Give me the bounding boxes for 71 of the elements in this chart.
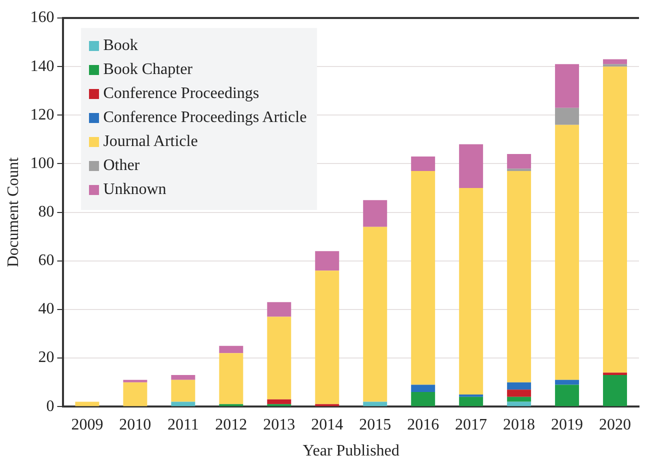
y-tick-label: 80: [38, 204, 54, 221]
legend-label: Unknown: [103, 180, 166, 200]
bar: [507, 390, 532, 397]
bar: [603, 59, 628, 64]
bar: [315, 270, 340, 404]
x-tick-label: 2014: [311, 416, 344, 434]
legend-label: Conference Proceedings: [103, 84, 260, 104]
bar: [603, 66, 628, 373]
bar: [171, 402, 196, 406]
legend-label: Journal Article: [103, 132, 198, 152]
x-axis-title: Year Published: [302, 442, 400, 460]
bar: [507, 171, 532, 382]
y-tick-label: 60: [38, 252, 54, 270]
x-tick-label: 2012: [215, 416, 248, 434]
bar: [507, 382, 532, 390]
bar: [459, 188, 484, 394]
y-tick-label: 40: [38, 300, 54, 318]
y-tick-label: 0: [46, 398, 54, 415]
x-tick-label: 2018: [503, 416, 536, 434]
y-tick-label: 100: [30, 154, 54, 172]
bar: [411, 156, 436, 172]
bar: [123, 380, 148, 382]
x-tick-label: 2013: [263, 416, 296, 434]
bar: [363, 402, 388, 406]
legend-label: Conference Proceedings Article: [103, 108, 307, 128]
y-tick-label: 120: [30, 106, 54, 124]
bar: [555, 124, 580, 380]
bar: [411, 384, 436, 392]
bar: [267, 399, 292, 404]
bar: [363, 200, 388, 227]
x-tick-label: 2016: [407, 416, 440, 434]
bar: [411, 392, 436, 406]
legend-label: Other: [103, 156, 140, 176]
x-tick-label: 2017: [455, 416, 488, 434]
bar: [267, 316, 292, 400]
bar: [603, 64, 628, 67]
bar: [459, 396, 484, 406]
legend-label: Book: [103, 36, 138, 56]
bar: [411, 171, 436, 385]
bar: [603, 372, 628, 376]
bar: [507, 154, 532, 169]
bar: [459, 394, 484, 397]
bar: [507, 168, 532, 172]
x-tick-label: 2010: [119, 416, 152, 434]
bar: [555, 384, 580, 406]
legend-label: Book Chapter: [103, 60, 193, 80]
bar: [555, 108, 580, 125]
y-tick-label: 20: [38, 349, 54, 366]
bar: [363, 226, 388, 402]
x-tick-label: 2020: [599, 416, 632, 434]
x-tick-label: 2019: [551, 416, 584, 434]
y-tick-label: 160: [30, 9, 54, 26]
x-tick-label: 2011: [167, 416, 199, 434]
x-tick-label: 2015: [359, 416, 392, 434]
y-tick-label: 140: [30, 58, 54, 75]
bar: [507, 402, 532, 406]
bar: [171, 380, 196, 402]
bar: [507, 396, 532, 402]
bar: [219, 353, 244, 404]
bar: [123, 382, 148, 406]
x-tick-label: 2009: [71, 416, 104, 434]
bar: [555, 64, 580, 108]
bar: [603, 375, 628, 406]
bar: [219, 346, 244, 354]
bar: [555, 380, 580, 385]
bar: [459, 144, 484, 188]
y-axis-title: Document Count: [4, 156, 22, 268]
bar: [315, 251, 340, 271]
bar: [171, 375, 196, 380]
bar: [267, 302, 292, 317]
bar: [75, 402, 100, 406]
